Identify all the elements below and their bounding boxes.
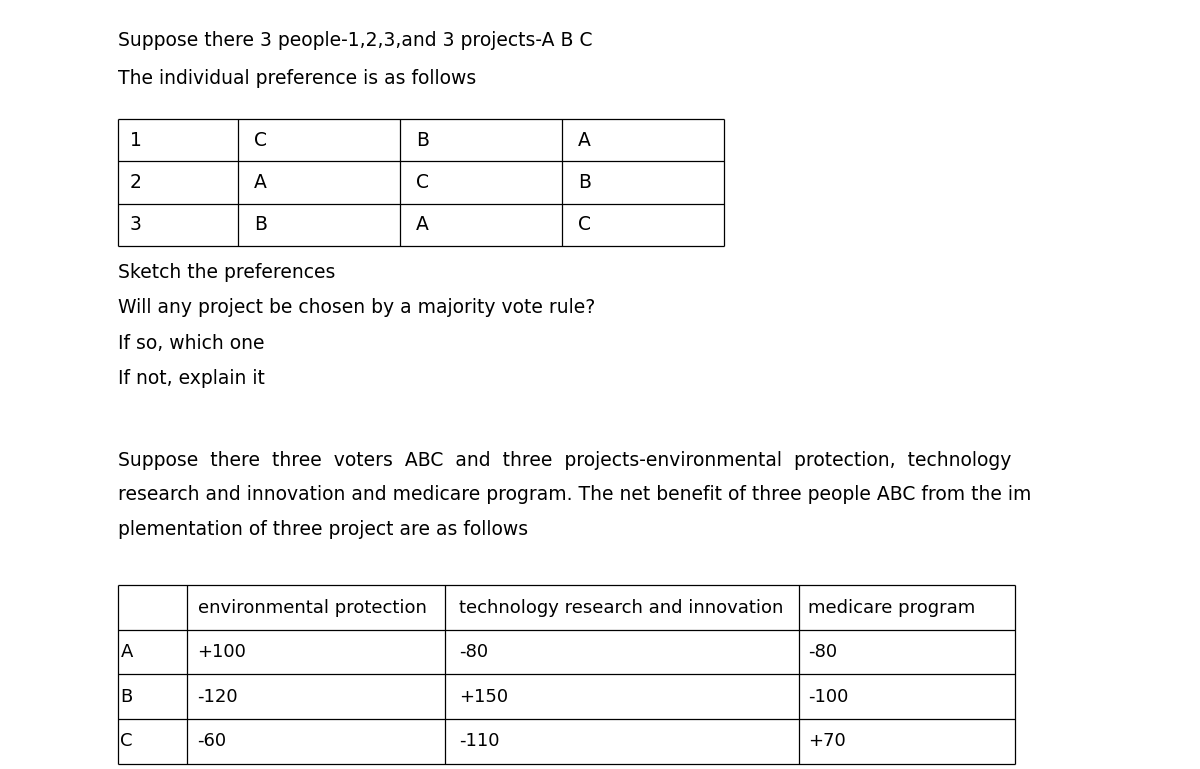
Text: -80: -80 (808, 643, 836, 661)
Text: plementation of three project are as follows: plementation of three project are as fol… (118, 520, 528, 539)
Text: A: A (578, 131, 590, 150)
Text: Suppose  there  three  voters  ABC  and  three  projects-environmental  protecti: Suppose there three voters ABC and three… (118, 451, 1010, 470)
Text: -110: -110 (460, 732, 500, 751)
Text: 3: 3 (130, 215, 142, 235)
Text: +100: +100 (198, 643, 246, 661)
Text: Suppose there 3 people-1,2,3,and 3 projects-A B C: Suppose there 3 people-1,2,3,and 3 proje… (118, 31, 592, 50)
Text: technology research and innovation: technology research and innovation (460, 598, 784, 617)
Text: C: C (120, 732, 133, 751)
Text: Sketch the preferences: Sketch the preferences (118, 263, 335, 282)
Text: -60: -60 (198, 732, 227, 751)
Text: B: B (254, 215, 266, 235)
Text: A: A (416, 215, 428, 235)
Text: C: C (416, 173, 428, 192)
Text: +70: +70 (808, 732, 846, 751)
Text: environmental protection: environmental protection (198, 598, 426, 617)
Text: A: A (254, 173, 266, 192)
Text: A: A (120, 643, 133, 661)
Text: B: B (578, 173, 590, 192)
Text: 2: 2 (130, 173, 142, 192)
Text: The individual preference is as follows: The individual preference is as follows (118, 69, 476, 88)
Text: -120: -120 (198, 687, 238, 706)
Text: If so, which one: If so, which one (118, 334, 264, 353)
Text: B: B (416, 131, 428, 150)
Text: If not, explain it: If not, explain it (118, 369, 264, 388)
Text: medicare program: medicare program (808, 598, 976, 617)
Text: 1: 1 (130, 131, 142, 150)
Text: C: C (578, 215, 590, 235)
Text: Will any project be chosen by a majority vote rule?: Will any project be chosen by a majority… (118, 298, 595, 318)
Text: -100: -100 (808, 687, 848, 706)
Text: -80: -80 (460, 643, 488, 661)
Text: B: B (120, 687, 133, 706)
Text: research and innovation and medicare program. The net benefit of three people AB: research and innovation and medicare pro… (118, 485, 1031, 504)
Text: +150: +150 (460, 687, 509, 706)
Text: C: C (254, 131, 266, 150)
